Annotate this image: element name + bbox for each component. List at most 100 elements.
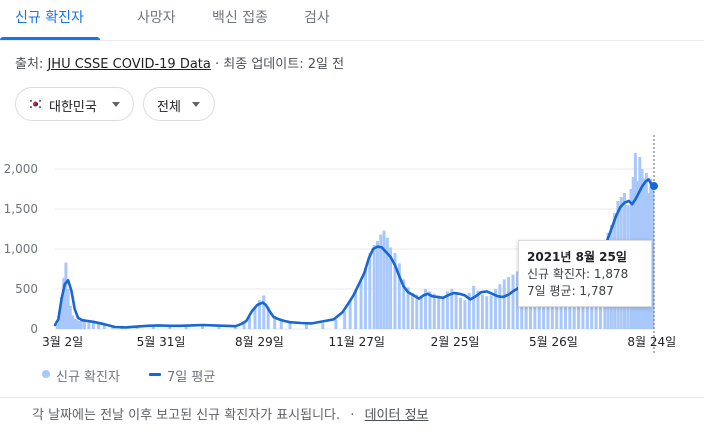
case-bar (253, 306, 257, 329)
case-bar (354, 291, 358, 329)
region-label: 대한민국 (49, 100, 97, 115)
case-bar (68, 305, 72, 329)
case-bar (64, 262, 68, 329)
x-tick-label: 11월 27일 (328, 335, 384, 349)
south-korea-flag-icon (28, 98, 43, 110)
case-bar (450, 289, 454, 329)
case-bar (151, 326, 155, 329)
case-bar (334, 319, 338, 329)
case-bar (467, 293, 471, 329)
case-bar (410, 293, 414, 329)
case-bar (382, 230, 386, 329)
period-label: 전체 (157, 100, 181, 115)
x-tick-label: 5월 31일 (137, 335, 186, 349)
case-bar (498, 284, 502, 329)
source-line: 출처: JHU CSSE COVID-19 Data · 최종 업데이트: 2일… (15, 53, 344, 72)
case-bar (480, 294, 484, 329)
footer-note: 각 날짜에는 전날 이후 보고된 신규 확진자가 표시됩니다. · 데이터 정보 (32, 404, 429, 423)
case-bar (201, 325, 205, 329)
case-bar (288, 321, 292, 329)
tooltip-average: 7일 평균: 1,787 (527, 284, 614, 298)
case-bar (379, 234, 383, 329)
region-dropdown[interactable]: 대한민국 (15, 87, 134, 121)
case-bar (368, 253, 372, 329)
case-bar (304, 322, 308, 329)
chevron-down-icon (112, 102, 120, 107)
case-bar (415, 294, 419, 329)
x-tick-label: 8월 29일 (235, 335, 284, 349)
case-bar (83, 321, 87, 329)
case-bar (348, 301, 352, 329)
source-prefix: 출처: (15, 57, 44, 72)
case-bar (515, 271, 519, 329)
y-tick-label: 1,500 (4, 202, 38, 216)
case-bar (359, 281, 363, 329)
case-bar (62, 277, 66, 329)
tooltip-cases: 신규 확진자: 1,878 (527, 267, 629, 281)
x-tick-label: 5월 26일 (529, 335, 578, 349)
hover-point (650, 182, 658, 191)
data-info-link[interactable]: 데이터 정보 (364, 408, 429, 423)
case-bar (77, 321, 81, 329)
tooltip-date: 2021년 8월 25일 (527, 250, 627, 264)
tab-deaths[interactable]: 사망자 (137, 10, 176, 26)
case-bar (217, 325, 221, 329)
period-dropdown[interactable]: 전체 (143, 87, 215, 121)
case-bar (454, 292, 458, 329)
case-bar (472, 285, 476, 329)
footer-divider (0, 397, 704, 398)
y-tick-label: 0 (30, 322, 38, 336)
case-bar (257, 300, 261, 329)
tab-tests[interactable]: 검사 (304, 10, 330, 26)
case-bar (102, 323, 106, 329)
case-bar (432, 293, 436, 329)
case-bar (511, 274, 515, 329)
case-bar (459, 297, 463, 329)
case-bar (60, 297, 64, 329)
legend-cases-swatch (42, 370, 50, 378)
case-bar (343, 311, 347, 329)
case-bar (242, 322, 246, 329)
source-link[interactable]: JHU CSSE COVID-19 Data (47, 57, 211, 72)
case-bar (91, 321, 95, 329)
case-bar (57, 317, 61, 329)
case-bar (266, 306, 270, 329)
case-bar (279, 319, 283, 329)
case-bar (262, 295, 266, 329)
case-bar (248, 317, 252, 329)
case-bar (73, 318, 77, 329)
case-bar (70, 315, 74, 329)
last-updated-text: 최종 업데이트: 2일 전 (223, 57, 345, 72)
case-bar (402, 279, 406, 329)
case-bar (273, 316, 277, 329)
case-bar (485, 296, 489, 329)
y-tick-label: 2,000 (4, 162, 38, 176)
case-bar (363, 268, 367, 329)
case-bar (651, 189, 655, 329)
case-bar (135, 327, 139, 329)
x-tick-label: 8월 24일 (627, 335, 676, 349)
case-bar (507, 277, 511, 329)
case-bar (389, 247, 393, 329)
case-bar (476, 290, 480, 329)
legend-cases-label: 신규 확진자 (56, 370, 120, 385)
case-bar (494, 289, 498, 329)
case-bar (441, 298, 445, 329)
case-bar (397, 263, 401, 329)
tab-vaccinations[interactable]: 백신 접종 (212, 10, 268, 26)
case-bar (437, 295, 441, 329)
case-bar (393, 253, 397, 329)
case-bar (372, 245, 376, 329)
legend-average-label: 7일 평균 (167, 370, 216, 385)
case-bar (66, 289, 70, 329)
case-bar (424, 289, 428, 329)
footer-separator: · (350, 408, 355, 423)
y-tick-label: 1,000 (4, 242, 38, 256)
case-bar (321, 323, 325, 329)
case-bar (97, 322, 101, 329)
tab-new-cases[interactable]: 신규 확진자 (15, 10, 84, 26)
case-bar (87, 321, 91, 329)
y-tick-label: 500 (15, 282, 38, 296)
case-bar (445, 291, 449, 329)
case-bar (489, 295, 493, 329)
